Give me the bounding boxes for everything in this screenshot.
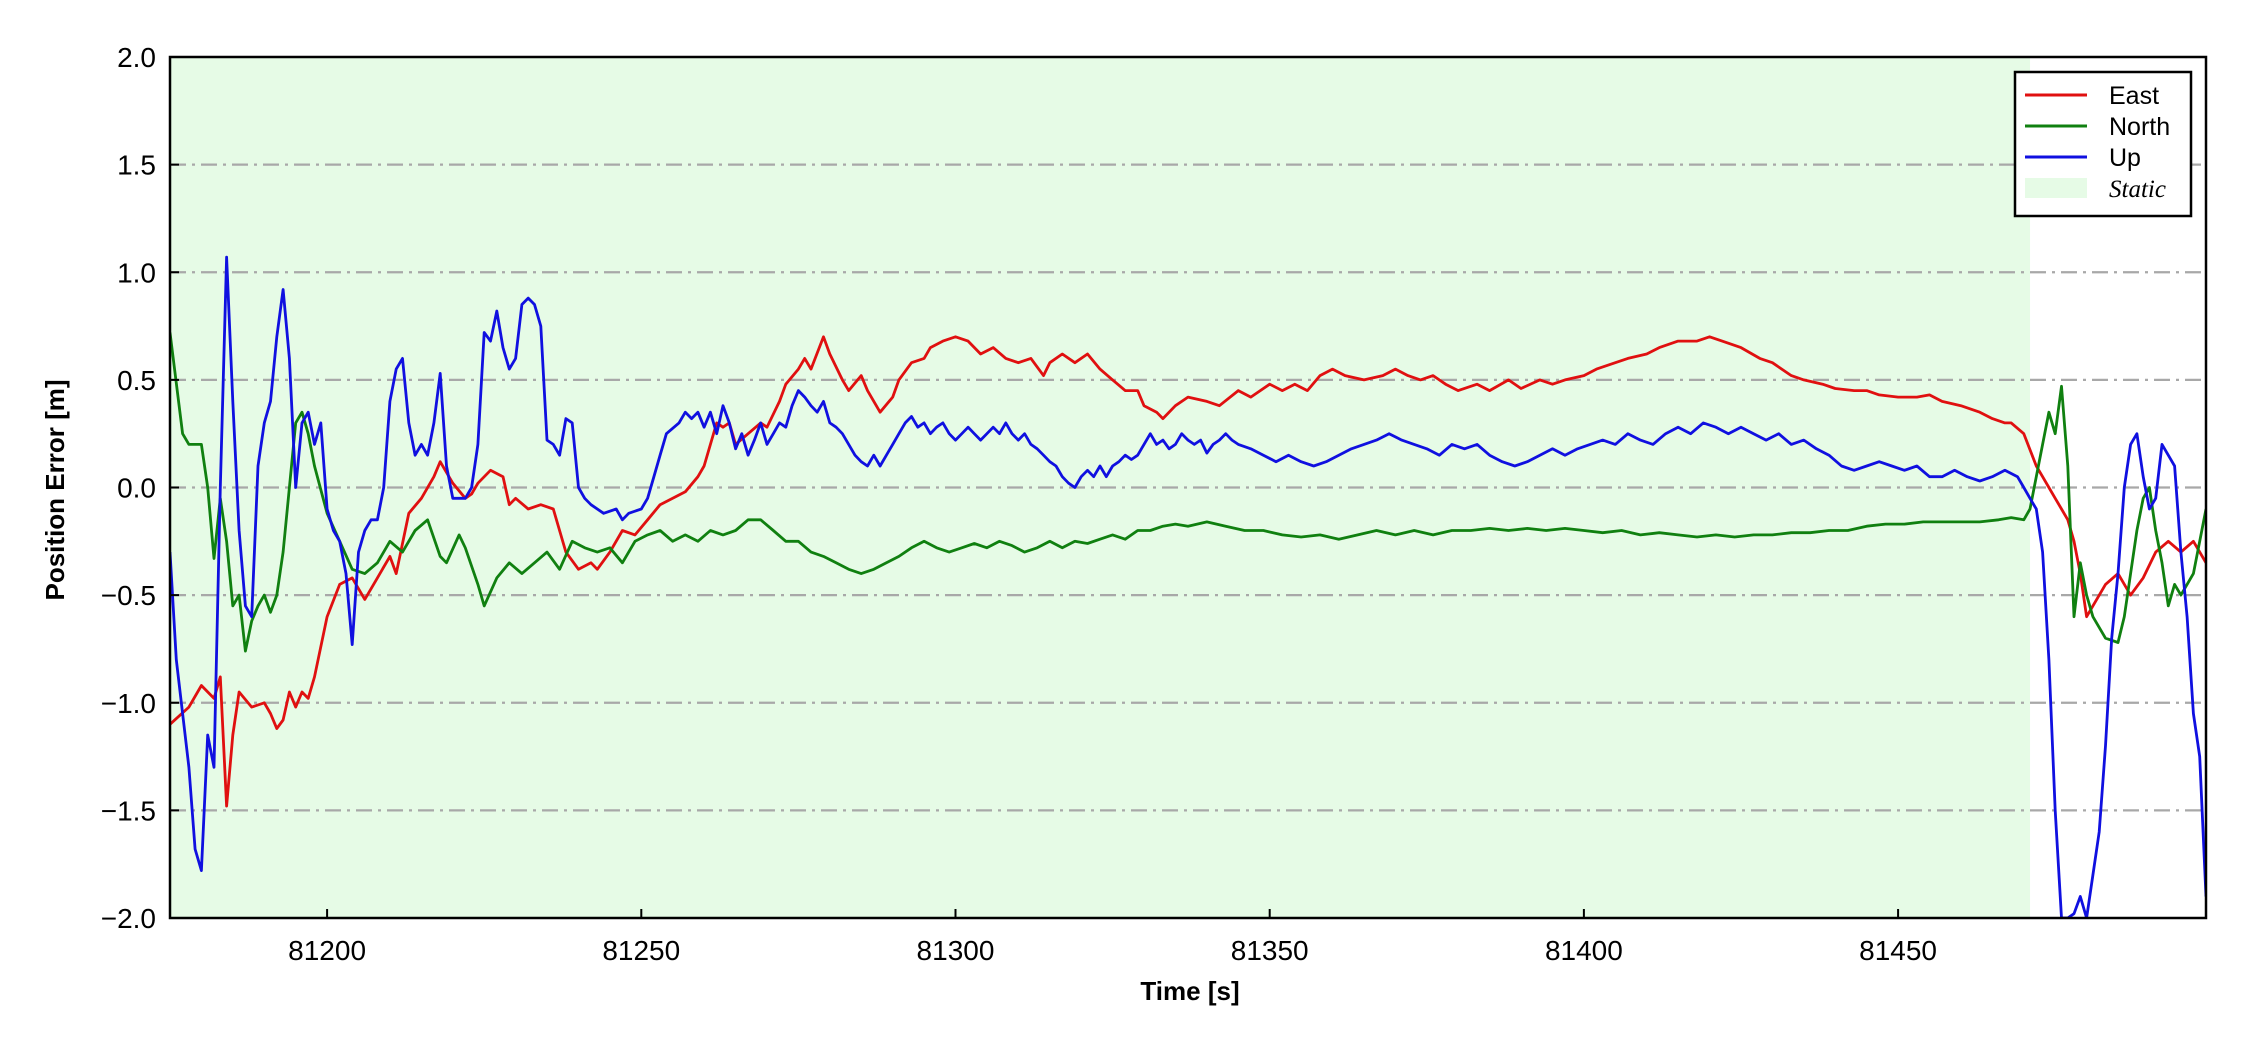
x-tick-label: 81400 bbox=[1545, 935, 1623, 966]
y-tick-label: 1.0 bbox=[117, 257, 156, 288]
x-tick-label: 81250 bbox=[602, 935, 680, 966]
y-tick-label: 0.0 bbox=[117, 473, 156, 504]
series-line-east bbox=[170, 335, 2206, 808]
legend: East North Up Static bbox=[2013, 70, 2193, 218]
legend-swatch-static bbox=[2025, 178, 2087, 198]
plot-area bbox=[170, 57, 2206, 918]
x-tick-label: 81300 bbox=[917, 935, 995, 966]
y-tick-label: 0.5 bbox=[117, 365, 156, 396]
legend-label-static: Static bbox=[2109, 176, 2166, 203]
x-tick-label: 81450 bbox=[1859, 935, 1937, 966]
y-axis-title: Position Error [m] bbox=[40, 379, 70, 600]
x-tick-label: 81350 bbox=[1231, 935, 1309, 966]
y-tick-label: −2.0 bbox=[101, 903, 156, 934]
legend-label-north: North bbox=[2109, 113, 2170, 141]
axes: 81200 81250 81300 81350 81400 81450 2.0 1.5 1.0 0… bbox=[101, 42, 2208, 966]
series-line-up bbox=[170, 255, 2206, 918]
legend-label-east: East bbox=[2109, 82, 2159, 110]
y-tick-label: 2.0 bbox=[117, 42, 156, 73]
x-tick-label: 81200 bbox=[288, 935, 366, 966]
y-tick-label: −0.5 bbox=[101, 580, 156, 611]
y-tick-label: −1.0 bbox=[101, 688, 156, 719]
y-tick-label: 1.5 bbox=[117, 150, 156, 181]
x-axis-title: Time [s] bbox=[1140, 976, 1239, 1006]
series-line-north bbox=[170, 332, 2206, 653]
legend-label-up: Up bbox=[2109, 144, 2141, 172]
y-tick-label: −1.5 bbox=[101, 795, 156, 826]
